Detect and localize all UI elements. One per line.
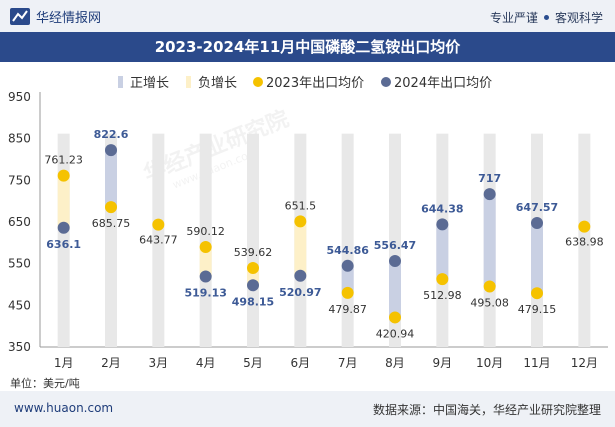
footer-website[interactable]: www.huaon.com: [14, 401, 114, 415]
data-label-2023: 638.98: [565, 236, 604, 249]
legend-label-1: 负增长: [198, 76, 237, 91]
x-tick-label: 10月: [476, 356, 503, 370]
data-label-2023: 685.75: [92, 217, 131, 230]
point-2024: [247, 279, 259, 292]
change-bar: [294, 221, 307, 276]
change-bar: [57, 175, 70, 228]
chart-title: 2023-2024年11月中国磷酸二氢铵出口均价: [0, 32, 615, 62]
y-tick-label: 450: [8, 298, 31, 312]
brand[interactable]: 华经情报网: [10, 7, 101, 26]
change-bar: [199, 246, 212, 277]
point-2023: [341, 286, 354, 299]
data-label-2024: 647.57: [516, 201, 558, 214]
point-2023: [105, 201, 117, 214]
top-bar: 华经情报网 专业严谨 客观科学: [0, 0, 615, 32]
footer: www.huaon.com 数据来源：中国海关，华经产业研究院整理: [0, 391, 615, 427]
change-bar: [531, 223, 543, 294]
data-label-2024: 822.6: [94, 128, 129, 141]
footer-source: 数据来源：中国海关，华经产业研究院整理: [372, 403, 601, 417]
change-bar: [436, 224, 449, 280]
legend-swatch-0: [118, 76, 123, 88]
data-label-2023: 539.62: [234, 246, 273, 259]
unit-label: 单位：美元/吨: [10, 377, 80, 390]
data-label-2024: 520.97: [279, 286, 321, 299]
point-2023: [57, 169, 70, 182]
x-tick-label: 6月: [291, 356, 311, 370]
data-label-2023: 590.12: [186, 225, 225, 238]
y-tick-label: 850: [8, 132, 31, 146]
data-label-2023: 420.94: [376, 327, 415, 340]
legend-label-2: 2023年出口均价: [266, 76, 364, 91]
point-2024: [57, 221, 70, 234]
background-bar: [247, 133, 259, 347]
point-2023: [389, 311, 401, 324]
chart: 正增长 负增长 2023年出口均价 2024年出口均价华经产业研究院www.huaon…: [8, 76, 608, 370]
point-2023: [152, 218, 165, 231]
data-label-2023: 761.23: [44, 154, 83, 167]
y-tick-label: 750: [8, 173, 31, 187]
legend-label-0: 正增长: [130, 76, 169, 91]
x-tick-label: 2月: [101, 356, 121, 370]
x-tick-label: 7月: [338, 356, 358, 370]
legend-swatch-3: [381, 77, 391, 87]
point-2024: [531, 217, 543, 230]
x-tick-label: 12月: [571, 356, 598, 370]
change-bar: [483, 194, 496, 287]
data-label-2023: 479.15: [518, 303, 557, 316]
legend-swatch-1: [186, 76, 191, 88]
y-tick-label: 650: [8, 215, 31, 229]
point-2023: [199, 240, 212, 253]
point-2024: [294, 269, 307, 282]
x-tick-label: 4月: [196, 356, 216, 370]
data-label-2023: 651.5: [285, 199, 317, 212]
x-tick-label: 8月: [385, 356, 405, 370]
data-label-2024: 544.86: [326, 244, 369, 257]
data-label-2024: 636.1: [46, 238, 81, 251]
data-label-2023: 643.77: [139, 234, 178, 247]
point-2023: [531, 287, 543, 300]
data-label-2024: 717: [478, 172, 501, 185]
point-2023: [247, 261, 259, 274]
point-2024: [341, 259, 354, 272]
brand-name: 华经情报网: [36, 11, 102, 26]
point-2024: [199, 270, 212, 283]
legend-label-3: 2024年出口均价: [394, 76, 492, 91]
data-label-2023: 479.87: [328, 303, 367, 316]
point-2023: [578, 220, 591, 233]
x-tick-label: 1月: [54, 356, 74, 370]
point-2023: [436, 273, 449, 286]
change-bar: [105, 150, 117, 208]
data-label-2024: 519.13: [184, 287, 226, 300]
point-2023: [294, 215, 307, 228]
data-label-2023: 495.08: [470, 297, 509, 310]
y-tick-label: 350: [8, 340, 31, 354]
y-tick-label: 950: [8, 90, 31, 104]
point-2024: [483, 188, 496, 201]
data-label-2024: 498.15: [232, 295, 274, 308]
brand-logo-icon: [10, 8, 30, 25]
legend-swatch-2: [253, 77, 263, 87]
tagline-dot-icon: [543, 15, 549, 20]
x-tick-label: 9月: [433, 356, 453, 370]
point-2024: [389, 254, 401, 267]
y-tick-label: 550: [8, 257, 31, 271]
data-label-2024: 556.47: [374, 239, 416, 252]
point-2023: [483, 280, 496, 293]
background-bar: [578, 133, 591, 347]
point-2024: [105, 144, 117, 157]
x-tick-label: 3月: [149, 356, 169, 370]
change-bar: [389, 260, 401, 318]
x-tick-label: 11月: [523, 356, 550, 370]
tagline: 专业严谨 客观科学: [490, 9, 603, 26]
background-bar: [152, 133, 165, 347]
tagline-right: 客观科学: [554, 11, 603, 25]
data-label-2024: 644.38: [421, 202, 463, 215]
background-bar: [199, 133, 212, 347]
tagline-left: 专业严谨: [489, 11, 538, 25]
point-2024: [436, 218, 449, 231]
change-bar: [341, 265, 354, 293]
data-label-2023: 512.98: [423, 289, 462, 302]
x-tick-label: 5月: [243, 356, 263, 370]
